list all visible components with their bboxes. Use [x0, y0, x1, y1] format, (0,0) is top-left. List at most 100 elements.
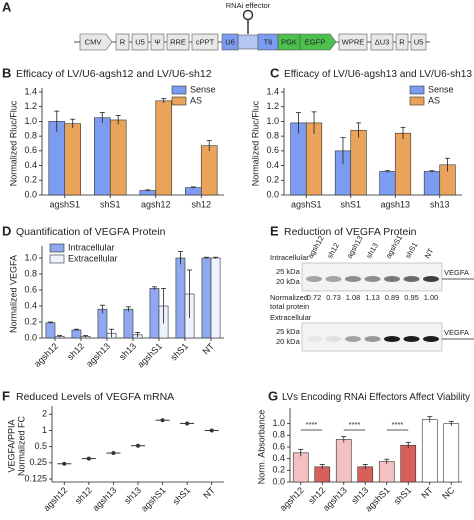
dot [86, 456, 91, 461]
x-tick-label: agsh12 [41, 485, 69, 513]
element-label: T6 [264, 37, 273, 46]
panel-letter: A [2, 0, 12, 14]
y-tick-label: 0.8 [266, 131, 279, 141]
x-tick-label: NT [419, 485, 435, 501]
y-axis-label: Norm. Absorbance [256, 410, 266, 485]
x-tick-label: shS1 [392, 485, 414, 507]
y-tick-label: 0.4 [272, 453, 285, 463]
significance-label: **** [392, 420, 404, 429]
lane-label: sh13 [364, 241, 380, 260]
lane-label: NT [423, 246, 436, 260]
y-tick-label: 0.2 [272, 465, 285, 475]
total-protein: 0.73 [326, 293, 341, 302]
blot-label: Extracellular [270, 313, 312, 322]
y-tick-label: 1.0 [24, 252, 37, 262]
lane-label: agsh13 [345, 234, 365, 260]
bar [94, 117, 111, 196]
y-tick-label: 0.4 [24, 300, 37, 310]
element-label: U5 [414, 37, 424, 46]
dot [160, 418, 165, 423]
legend-swatch [171, 96, 187, 106]
element-box [191, 33, 219, 51]
x-tick-label: agsh12 [278, 485, 306, 513]
band [306, 276, 322, 282]
y-tick-label: 0.0 [24, 189, 37, 199]
y-tick-label: 2 [42, 409, 47, 419]
x-tick-label: agshS1 [291, 199, 322, 209]
band [403, 336, 420, 342]
chart-title: LVs Encoding RNAi Effectors Affect Viabi… [282, 391, 471, 403]
bar [400, 444, 417, 483]
x-tick-label: shS1 [169, 341, 191, 363]
y-tick-label: 1.4 [24, 86, 37, 96]
significance-label: **** [349, 420, 361, 429]
total-protein: 1.13 [365, 293, 380, 302]
effector-region [237, 34, 259, 50]
band [423, 336, 439, 342]
bar [123, 308, 134, 339]
target-label: VEGFA [444, 268, 469, 277]
bar [64, 123, 81, 196]
element-label: EGFP [305, 37, 325, 46]
bar [423, 171, 441, 196]
element-label: ΔU3 [375, 37, 390, 46]
band [423, 276, 439, 282]
dot [209, 428, 214, 433]
band [384, 336, 400, 342]
element-label: PGK [281, 37, 297, 46]
bar [149, 288, 160, 339]
marker-label: 25 kDa [276, 327, 301, 336]
x-tick-label: agsh13 [380, 199, 410, 209]
total-protein: 0.95 [404, 293, 419, 302]
y-tick-label: 1.0 [266, 116, 279, 126]
x-tick-label: agshS1 [135, 341, 164, 370]
bar [155, 100, 172, 196]
band [325, 276, 342, 282]
bar [45, 322, 56, 339]
x-tick-label: agshS1 [139, 485, 168, 514]
y-axis-label: Normalized Rluc/Fluc [8, 100, 18, 186]
y-tick-label: 1.2 [24, 101, 37, 111]
element-box [395, 33, 409, 51]
y-tick-label: 0.2 [24, 316, 37, 326]
x-tick-label: agsh12 [141, 199, 171, 209]
band [364, 276, 381, 282]
x-tick-label: agsh13 [321, 485, 349, 513]
chart-title: Reduced Levels of VEGFA mRNA [16, 391, 174, 403]
band [345, 336, 361, 342]
element-box [221, 33, 239, 51]
bar [443, 423, 460, 483]
panel-letter: C [270, 65, 280, 80]
target-label: VEGFA [444, 328, 469, 337]
bar [335, 439, 352, 483]
band [325, 336, 342, 342]
total-protein: 1.00 [424, 293, 439, 302]
y-tick-label: 0.8 [272, 430, 285, 440]
bar [421, 419, 438, 483]
legend-swatch [49, 254, 65, 264]
legend-label: Sense [190, 84, 216, 94]
dot [111, 451, 116, 456]
dot [62, 461, 67, 466]
y-axis-label: VEGFA/PPIA [6, 419, 16, 472]
legend-swatch [49, 243, 65, 253]
chart-title: Quantification of VEGFA Protein [16, 226, 166, 238]
legend-swatch [171, 85, 187, 95]
element-label: RRE [170, 37, 186, 46]
bar [292, 452, 309, 483]
blot [301, 262, 443, 292]
marker-label: 20 kDa [276, 277, 301, 286]
x-tick-label: NT [201, 485, 217, 501]
y-axis-label: Normalized VEGFA [8, 255, 18, 333]
bar [210, 257, 221, 339]
x-tick-label: agsh12 [32, 341, 60, 369]
band [364, 336, 381, 342]
element-box [370, 33, 394, 51]
chart-title: Efficacy of LV/U6-agsh13 and LV/U6-sh13 [284, 68, 472, 80]
y-axis-label: Normalized FC [16, 415, 26, 476]
element-box [115, 33, 130, 51]
element-label: WPRE [342, 37, 365, 46]
effector-label: RNAi effector [226, 1, 271, 10]
bar [185, 187, 202, 196]
y-tick-label: 1.0 [272, 418, 285, 428]
